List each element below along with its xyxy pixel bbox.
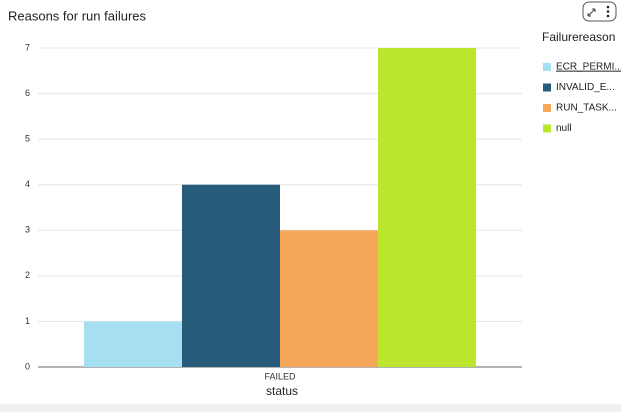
x-axis-title: status [266, 384, 298, 398]
legend-title: Failurereason [542, 30, 615, 44]
y-tick-label: 6 [25, 88, 30, 98]
y-tick-label: 0 [25, 361, 30, 371]
toolbar [582, 1, 617, 22]
legend-swatch [543, 124, 551, 133]
expand-icon[interactable] [587, 8, 596, 17]
menu-icon[interactable] [606, 5, 610, 18]
x-tick-label: FAILED [264, 371, 296, 381]
legend-label: null [556, 123, 572, 134]
bar [378, 48, 477, 367]
toolbar-box [582, 1, 617, 22]
legend-swatch [543, 104, 551, 112]
legend-label: RUN_TASK... [556, 103, 617, 114]
legend-swatch [543, 63, 551, 71]
legend-label: INVALID_E... [556, 82, 615, 93]
y-tick-label: 1 [25, 316, 30, 326]
bar [280, 230, 379, 367]
chart-title: Reasons for run failures [8, 8, 147, 23]
y-tick-label: 4 [25, 179, 30, 189]
legend-swatch [543, 83, 551, 92]
y-tick-label: 5 [25, 134, 30, 144]
footer-strip [0, 404, 621, 412]
bar [181, 184, 280, 367]
bar [83, 321, 182, 367]
y-tick-label: 7 [25, 42, 30, 52]
legend-label: ECR_PERMI... [556, 62, 621, 73]
y-tick-label: 3 [25, 225, 30, 235]
y-tick-label: 2 [25, 270, 30, 280]
